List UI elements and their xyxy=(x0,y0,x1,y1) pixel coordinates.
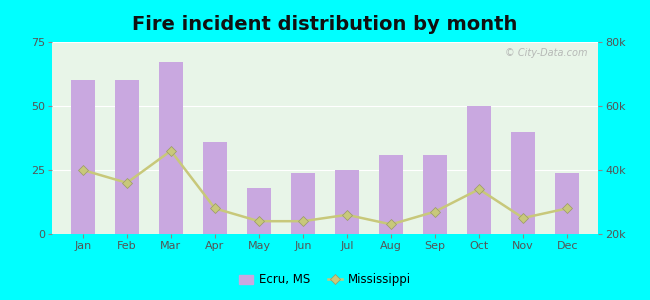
Bar xyxy=(71,80,95,234)
Legend: Ecru, MS, Mississippi: Ecru, MS, Mississippi xyxy=(234,269,416,291)
Bar xyxy=(423,154,447,234)
Bar xyxy=(247,188,271,234)
Bar xyxy=(555,172,579,234)
Bar xyxy=(291,172,315,234)
Bar xyxy=(511,132,535,234)
Bar xyxy=(335,170,359,234)
Bar xyxy=(159,62,183,234)
Bar xyxy=(203,142,227,234)
Bar xyxy=(115,80,139,234)
Bar xyxy=(379,154,403,234)
Text: Fire incident distribution by month: Fire incident distribution by month xyxy=(133,15,517,34)
Text: © City-Data.com: © City-Data.com xyxy=(504,48,587,58)
Bar xyxy=(467,106,491,234)
